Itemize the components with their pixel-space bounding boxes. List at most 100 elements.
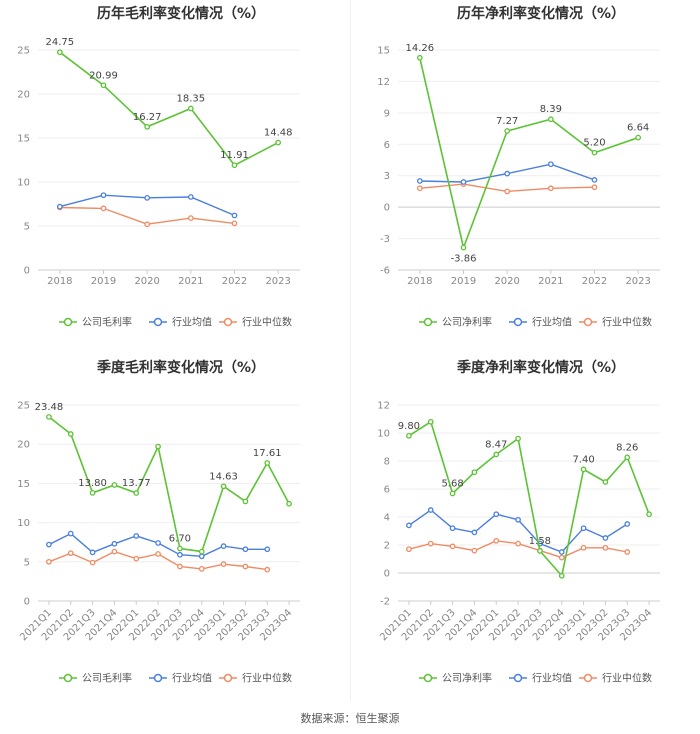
data-point	[177, 551, 183, 558]
x-tick-label: 2021	[538, 276, 563, 287]
data-point	[242, 546, 249, 553]
y-tick-label: 12	[377, 401, 390, 412]
legend-swatch-marker	[423, 673, 433, 683]
data-point	[286, 500, 292, 507]
data-point	[89, 489, 96, 496]
data-point	[624, 521, 631, 527]
data-point	[460, 244, 467, 251]
chart-quarterly-gross-margin: 季度毛利率变化情况（%）05101520252021Q12021Q22021Q3…	[17, 359, 300, 685]
data-point	[264, 460, 271, 466]
y-tick-label: 25	[17, 401, 30, 412]
data-point	[416, 185, 423, 192]
y-tick-label: 15	[377, 46, 390, 57]
data-point	[558, 549, 565, 555]
data-point	[580, 544, 587, 551]
x-tick-label: 2019	[451, 276, 476, 287]
data-label: 13.77	[122, 478, 151, 489]
data-point	[56, 49, 63, 56]
legend-label: 公司毛利率	[82, 672, 132, 685]
chart-title: 历年毛利率变化情况（%）	[97, 5, 265, 22]
x-tick-label: 2021	[178, 276, 203, 287]
y-tick-label: 15	[17, 479, 30, 490]
data-point	[406, 546, 412, 553]
data-point	[177, 545, 183, 552]
data-point	[449, 490, 456, 497]
legend-swatch-marker	[63, 673, 73, 683]
data-point	[198, 553, 205, 560]
y-tick-label: 8	[384, 457, 390, 468]
data-point	[515, 516, 521, 523]
data-point	[111, 548, 118, 555]
data-label: 7.27	[496, 116, 518, 127]
data-point	[242, 498, 249, 505]
chart-title: 历年净利率变化情况（%）	[457, 5, 625, 22]
chart-title: 季度毛利率变化情况（%）	[96, 359, 265, 376]
x-tick-label: 2023	[625, 276, 650, 287]
data-point	[427, 507, 434, 513]
data-label: 23.48	[35, 402, 64, 413]
data-point	[580, 466, 587, 473]
data-point	[220, 483, 227, 490]
data-point	[231, 162, 238, 169]
data-label: 8.47	[485, 439, 507, 450]
data-point	[547, 161, 554, 168]
y-tick-label: 6	[384, 485, 390, 496]
data-point	[231, 212, 238, 219]
data-point	[187, 194, 194, 200]
legend-label: 行业中位数	[602, 316, 652, 329]
x-tick-label: 2020	[494, 276, 519, 287]
data-point	[46, 558, 52, 565]
data-point	[264, 546, 271, 553]
data-point	[231, 220, 238, 227]
x-tick-label: 2022	[582, 276, 607, 287]
data-point	[646, 511, 652, 518]
data-point	[155, 551, 161, 557]
data-point	[635, 134, 642, 141]
data-label: 20.99	[89, 70, 118, 81]
data-point	[547, 116, 554, 123]
y-tick-label: 10	[377, 429, 390, 440]
data-point	[449, 525, 456, 532]
data-point	[89, 549, 96, 556]
legend-swatch-marker	[223, 673, 233, 683]
data-label: 9.80	[398, 421, 420, 432]
data-point	[100, 192, 107, 199]
data-point	[220, 561, 227, 568]
data-point	[416, 54, 423, 61]
data-point	[537, 548, 543, 554]
data-point	[264, 566, 271, 573]
y-tick-label: 0	[24, 597, 30, 608]
y-tick-label: 12	[377, 77, 390, 88]
x-tick-label: 2019	[91, 276, 116, 287]
y-tick-label: 0	[24, 266, 30, 277]
data-point	[100, 205, 107, 212]
data-point	[275, 139, 282, 146]
data-label: 6.70	[169, 533, 191, 544]
data-point	[155, 443, 161, 450]
legend-label: 行业均值	[532, 672, 572, 685]
data-label: 8.26	[616, 442, 638, 453]
data-point	[144, 221, 151, 228]
legend-label: 行业均值	[532, 316, 572, 329]
y-tick-label: 0	[384, 569, 390, 580]
data-point	[624, 454, 631, 461]
data-point	[144, 123, 151, 130]
y-tick-label: -6	[380, 266, 390, 277]
data-point	[177, 563, 183, 570]
panel-quarterly-gross-margin: 季度毛利率变化情况（%） 0 5 10 15 20 25 2021Q1 2021Q2 2021Q3…	[0, 350, 350, 695]
chart-annual-gross-margin: 历年毛利率变化情况（%） 0 5 10 15 20 25 2018 2019 2020 2021 20…	[17, 5, 300, 329]
data-point	[155, 540, 161, 546]
chart-quarterly-net-margin: 季度净利率变化情况（%）-20246810122021Q12021Q22021Q…	[377, 359, 660, 685]
data-point	[242, 563, 249, 570]
data-point	[515, 540, 521, 547]
data-point	[515, 435, 521, 442]
data-point	[504, 188, 511, 195]
data-point	[198, 566, 205, 572]
data-point	[198, 548, 205, 555]
legend-label: 公司毛利率	[82, 316, 132, 329]
data-label: -3.86	[451, 254, 477, 265]
data-label: 8.39	[540, 104, 562, 115]
series-line	[419, 57, 639, 251]
x-tick-label: 2022	[222, 276, 247, 287]
y-tick-label: 25	[17, 46, 30, 57]
